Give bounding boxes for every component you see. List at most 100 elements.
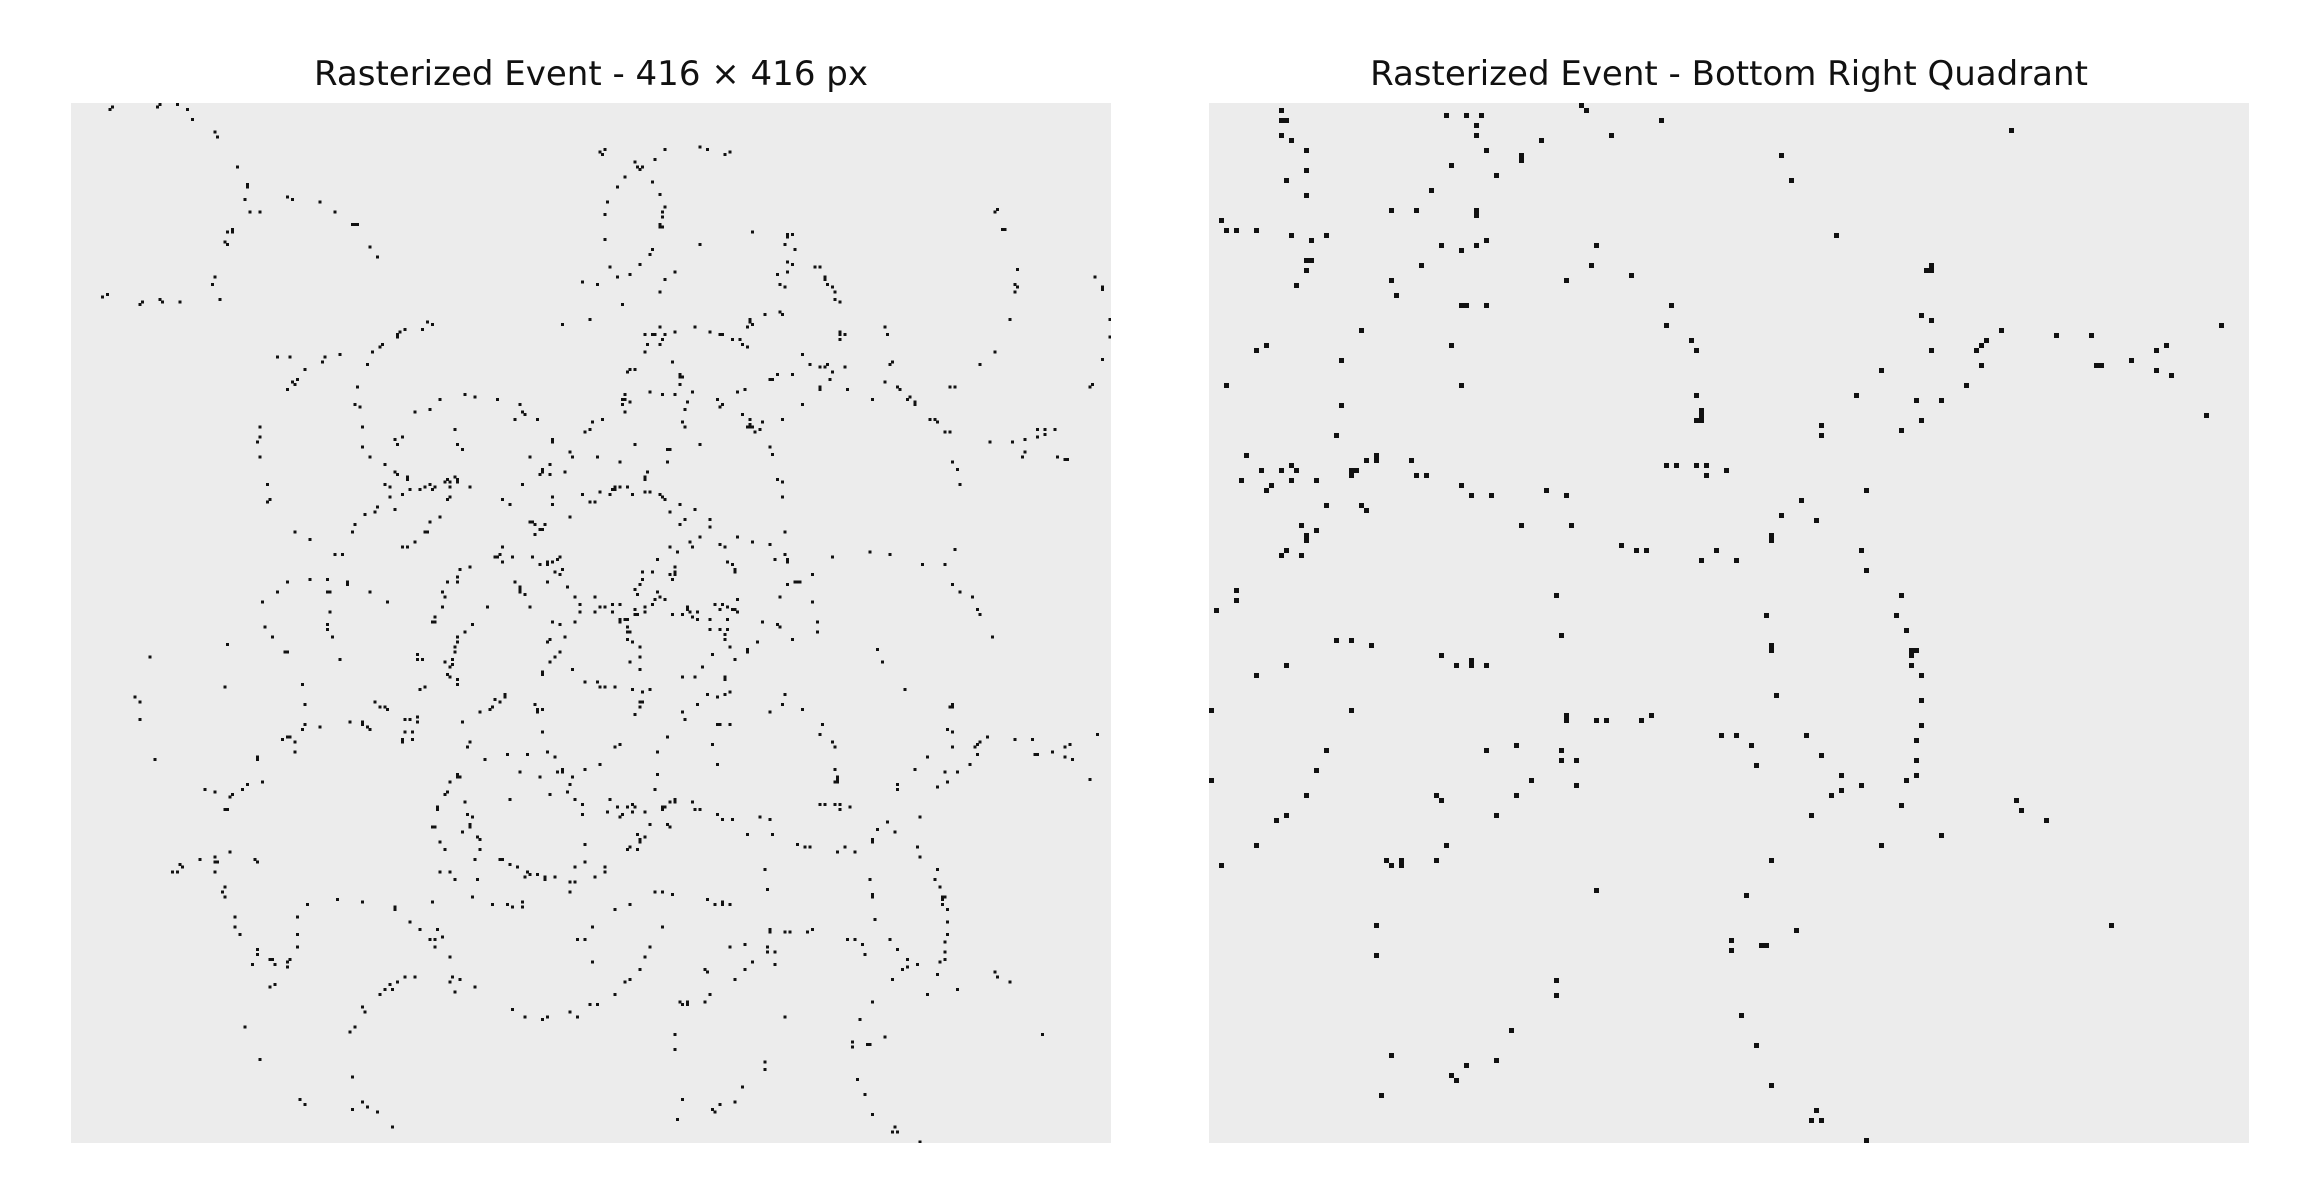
left-event-pixel (561, 770, 564, 774)
left-event-pixel (186, 108, 189, 111)
left-event-pixel (453, 428, 457, 431)
left-event-pixel (658, 225, 662, 229)
left-event-pixel (443, 848, 447, 851)
left-event-pixel (368, 728, 372, 731)
left-event-pixel (351, 530, 354, 534)
left-event-pixel (776, 623, 779, 626)
left-event-pixel (1013, 290, 1017, 294)
left-event-pixel (926, 755, 929, 759)
left-event-pixel (636, 848, 639, 851)
left-event-pixel (871, 840, 874, 844)
left-event-pixel (383, 705, 387, 709)
left-event-pixel (871, 893, 874, 896)
right-event-pixel (1289, 478, 1294, 483)
left-event-pixel (258, 1058, 262, 1061)
left-event-pixel (698, 535, 702, 539)
left-event-pixel (668, 510, 672, 514)
right-event-pixel (1594, 243, 1599, 248)
left-event-pixel (796, 843, 799, 846)
right-event-pixel (1769, 1083, 1774, 1088)
left-event-pixel (623, 175, 627, 179)
left-event-pixel (666, 448, 669, 451)
left-event-pixel (416, 653, 419, 656)
left-event-pixel (888, 938, 892, 941)
left-event-pixel (338, 658, 342, 661)
left-event-pixel (448, 495, 452, 499)
left-event-pixel (793, 248, 797, 251)
left-event-pixel (606, 200, 609, 204)
left-event-pixel (341, 553, 344, 556)
left-event-pixel (681, 375, 684, 379)
left-event-pixel (386, 708, 389, 711)
right-event-pixel (1449, 343, 1454, 348)
left-event-pixel (673, 1048, 677, 1051)
left-event-pixel (696, 618, 699, 621)
left-event-pixel (378, 345, 382, 349)
left-event-pixel (351, 1108, 354, 1111)
right-event-pixel (1819, 753, 1824, 758)
left-event-pixel (388, 485, 392, 489)
left-event-pixel (361, 1005, 364, 1009)
left-event-pixel (466, 745, 469, 749)
left-event-pixel (951, 460, 954, 464)
left-event-pixel (523, 1015, 527, 1019)
right-event-pixel (1304, 268, 1309, 273)
left-event-pixel (751, 540, 754, 544)
left-event-pixel (786, 270, 789, 274)
left-event-pixel (511, 555, 514, 559)
left-event-pixel (618, 618, 622, 621)
right-event-pixel (1694, 463, 1699, 468)
left-event-pixel (286, 965, 289, 969)
left-event-pixel (766, 950, 769, 954)
left-event-pixel (618, 815, 622, 819)
left-event-pixel (668, 545, 672, 549)
right-event-pixel (1479, 113, 1484, 118)
left-event-pixel (1063, 745, 1067, 749)
left-event-pixel (971, 595, 974, 599)
right-event-pixel (1209, 708, 1214, 713)
left-event-pixel (658, 343, 662, 346)
left-event-pixel (658, 493, 662, 496)
right-event-pixel (1744, 893, 1749, 898)
right-event-pixel (1519, 153, 1524, 158)
left-event-pixel (276, 590, 279, 594)
left-event-pixel (681, 675, 684, 679)
left-event-pixel (643, 475, 647, 479)
left-event-pixel (293, 530, 297, 534)
left-event-pixel (383, 483, 387, 486)
right-event-pixel (1374, 458, 1379, 463)
left-event-pixel (813, 265, 817, 269)
left-event-pixel (678, 1000, 682, 1004)
left-event-pixel (858, 1018, 862, 1021)
left-event-pixel (836, 780, 839, 784)
right-event-pixel (1659, 118, 1664, 123)
right-event-pixel (1749, 743, 1754, 748)
left-event-pixel (148, 655, 152, 659)
left-event-pixel (1101, 285, 1104, 289)
left-event-pixel (433, 615, 437, 619)
left-event-pixel (976, 753, 979, 756)
left-event-pixel (391, 1125, 394, 1129)
left-event-pixel (333, 553, 337, 556)
left-event-pixel (748, 425, 752, 429)
left-event-pixel (418, 688, 422, 691)
left-event-pixel (736, 390, 739, 394)
left-event-pixel (281, 738, 284, 741)
left-event-pixel (621, 303, 624, 306)
left-event-pixel (308, 538, 312, 541)
right-event-pixel (1554, 593, 1559, 598)
left-event-pixel (1093, 275, 1097, 279)
left-event-pixel (671, 360, 674, 364)
left-event-pixel (233, 915, 237, 919)
left-event-pixel (833, 803, 837, 806)
left-event-pixel (498, 700, 502, 704)
right-event-pixel (1769, 538, 1774, 543)
left-event-pixel (431, 620, 434, 624)
right-event-pixel (1779, 513, 1784, 518)
left-event-pixel (448, 665, 452, 669)
left-event-pixel (326, 590, 329, 594)
left-event-pixel (603, 865, 607, 869)
left-event-pixel (598, 605, 602, 609)
left-event-pixel (518, 585, 522, 589)
right-event-pixel (1819, 1118, 1824, 1123)
